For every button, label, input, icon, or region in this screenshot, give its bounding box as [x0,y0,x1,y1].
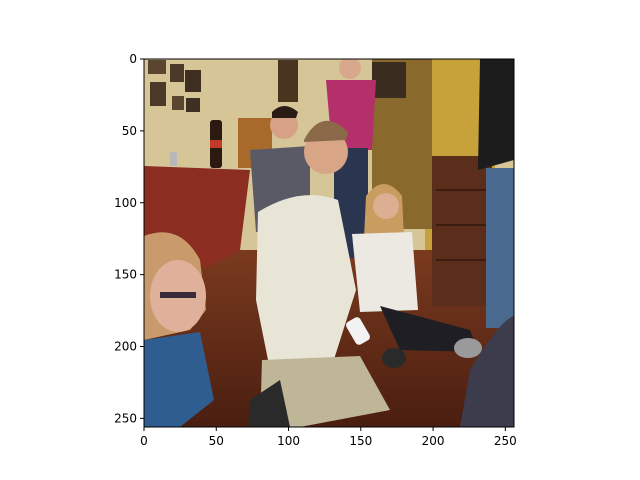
x-tick-label: 0 [140,434,148,448]
y-tick-label: 50 [122,124,137,138]
foreground-right-shape [460,316,514,427]
picture-frame [172,96,184,110]
y-tick-label: 200 [114,340,137,354]
x-axis: 0 50 100 150 200 250 [140,427,517,448]
picture-frame [186,98,200,112]
x-tick-label: 150 [349,434,372,448]
y-axis: 0 50 100 150 200 250 [114,52,144,425]
person-kneeling-white-shirt [248,120,390,427]
bottle-label [210,140,222,148]
person-foreground-left [144,232,214,427]
picture-frame [185,70,201,92]
picture-frame [148,60,166,74]
axes-frame [143,58,515,428]
x-tick-label: 100 [277,434,300,448]
picture-frame [372,62,406,98]
can [170,152,177,166]
x-tick-label: 250 [494,434,517,448]
person-standing-right [478,59,514,328]
picture-frame [170,64,184,82]
y-tick-label: 100 [114,196,137,210]
y-tick-label: 150 [114,268,137,282]
y-tick-label: 0 [129,52,137,66]
picture-frame [278,60,298,102]
x-tick-label: 200 [422,434,445,448]
x-tick-label: 50 [209,434,224,448]
dresser [432,156,492,306]
person-blonde-sitting [352,184,482,368]
picture-frame [150,82,166,106]
y-tick-label: 250 [114,411,137,425]
photo [144,59,514,427]
